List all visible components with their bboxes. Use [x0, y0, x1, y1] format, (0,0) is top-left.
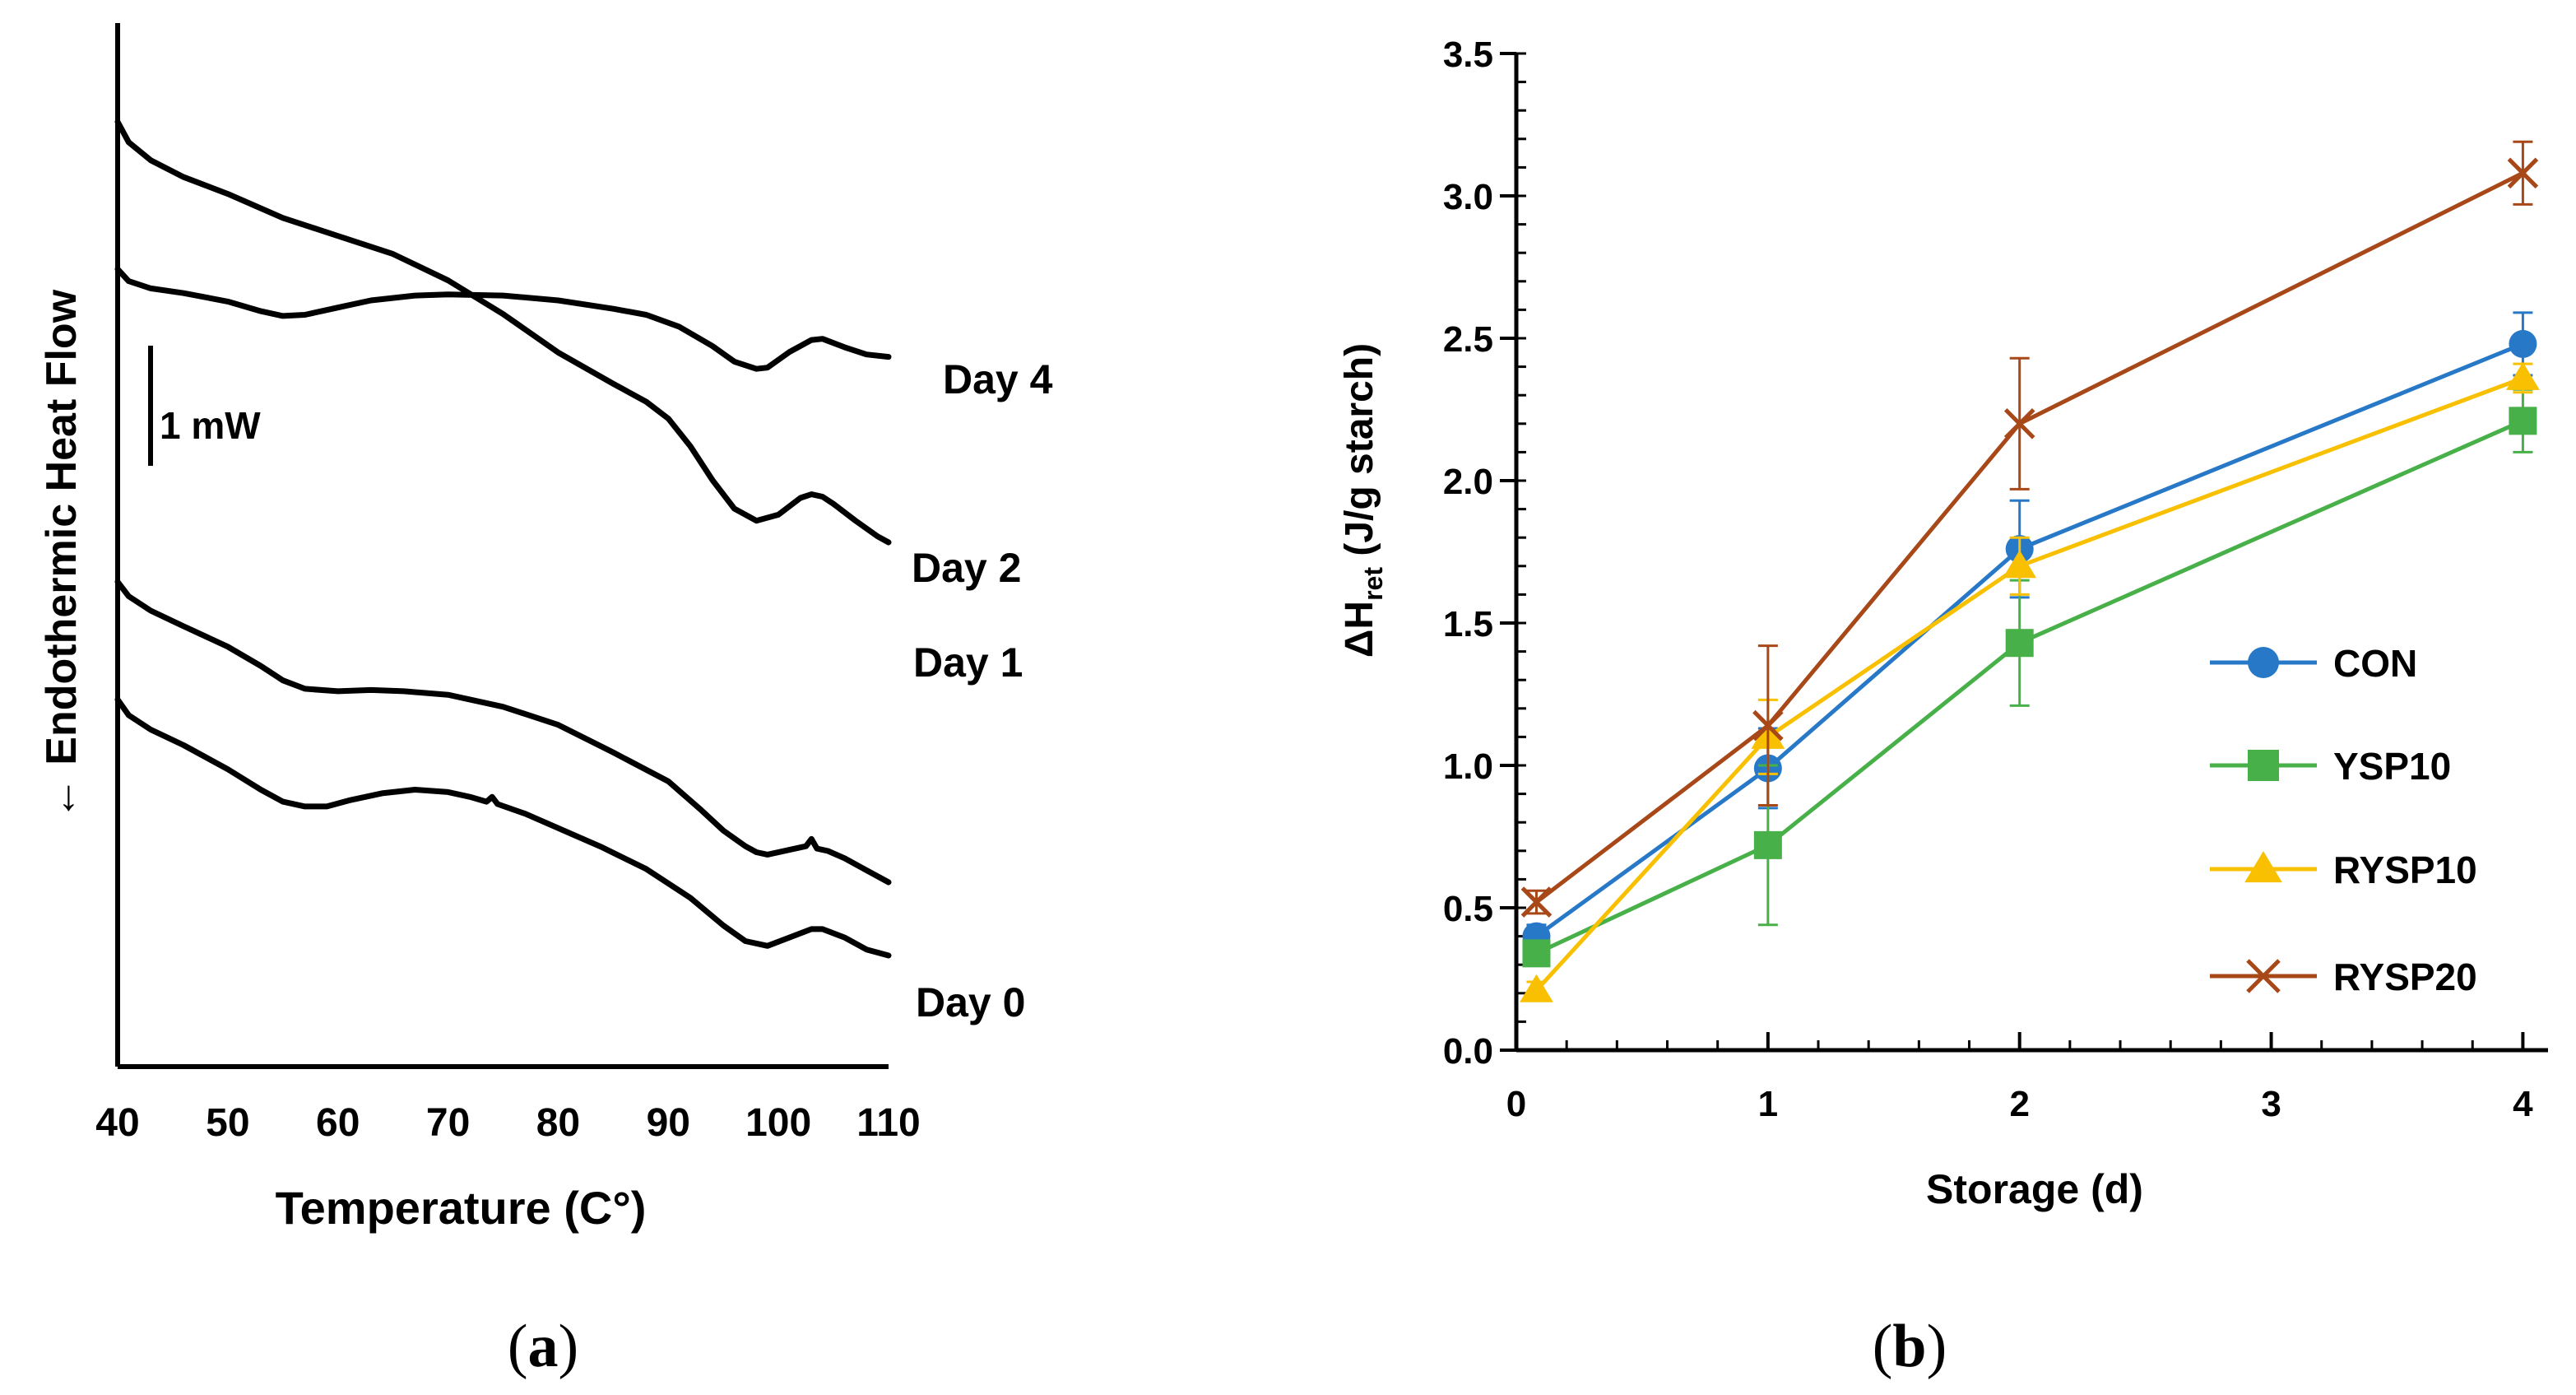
b-data-point-rysp20	[1520, 886, 1553, 918]
a-series-line	[114, 696, 892, 959]
b-legend-label: CON	[2333, 642, 2417, 685]
b-data-point-rysp10	[2003, 550, 2037, 579]
a-x-tick-label: 80	[536, 1101, 580, 1145]
b-y-tick-label: 3.0	[1443, 177, 1493, 217]
b-data-point-rysp20-stroke	[2507, 157, 2539, 189]
b-data-point-rysp20-stroke	[1752, 709, 1784, 742]
a-curve-labels: Day 4 Day 2 Day 1 Day 0	[912, 356, 1053, 1025]
b-legend: CON YSP10 RYSP10 RYSP20	[2210, 642, 2477, 998]
b-series-line-con	[1535, 342, 2524, 938]
a-scale-bar-label: 1 mW	[160, 404, 261, 447]
panel-caption-a: (a)	[508, 1313, 578, 1380]
b-data-point-ysp10	[1753, 830, 1782, 859]
b-x-tick-label: 0	[1506, 1084, 1526, 1124]
a-x-axis-label: Temperature (C°)	[276, 1182, 647, 1234]
b-data-point-rysp20	[2507, 157, 2539, 189]
b-series-line-ysp10	[1535, 419, 2524, 956]
b-legend-marker-stroke	[2246, 959, 2281, 993]
b-y-axis-label: ΔHret (J/g starch)	[1338, 343, 1388, 658]
a-x-tick-label: 90	[647, 1101, 690, 1145]
b-legend-label: RYSP10	[2333, 849, 2477, 891]
b-y-tick-label: 3.5	[1443, 35, 1493, 75]
b-series-group	[1520, 140, 2540, 1002]
b-data-point-rysp20-stroke	[1520, 886, 1553, 918]
b-x-tick-label: 4	[2513, 1084, 2533, 1124]
b-y-tick-label: 2.5	[1443, 319, 1493, 360]
b-x-tick-label: 3	[2261, 1084, 2281, 1124]
b-y-tick-label: 0.5	[1443, 889, 1493, 929]
a-x-tick-label: 40	[95, 1101, 139, 1145]
a-x-tick-label: 50	[206, 1101, 249, 1145]
b-data-point-ysp10	[1522, 939, 1551, 968]
b-data-point-con	[2509, 329, 2537, 358]
b-data-point-ysp10	[2005, 629, 2034, 658]
b-data-point-rysp10	[2506, 361, 2540, 390]
a-series-line	[114, 119, 892, 546]
a-curve-label: Day 0	[916, 979, 1025, 1025]
panel-caption-b-letter: b	[1892, 1313, 1926, 1380]
a-curve-label: Day 1	[913, 639, 1023, 686]
b-y-axis-label-sub: ret	[1358, 567, 1388, 601]
b-series-line-rysp10	[1534, 376, 2524, 992]
a-x-tick-label: 60	[316, 1101, 360, 1145]
a-curve-label: Day 4	[943, 356, 1053, 402]
b-series-line-rysp20	[1534, 171, 2524, 904]
b-legend-marker	[2248, 647, 2279, 678]
b-legend-label: YSP10	[2333, 745, 2451, 788]
b-y-ticks: 0.0 0.5 1.0 1.5 2.0 2.5 3.0 3.5	[1443, 35, 1526, 1072]
panel-caption-a-letter: a	[528, 1313, 559, 1380]
b-x-tick-label: 1	[1758, 1084, 1778, 1124]
b-legend-label: RYSP20	[2333, 956, 2477, 998]
b-y-tick-label: 1.0	[1443, 746, 1493, 787]
a-series-line	[114, 579, 892, 886]
b-x-ticks: 0 1 2 3 4	[1506, 1032, 2533, 1124]
a-x-tick-label: 100	[745, 1101, 811, 1145]
b-y-tick-label: 2.0	[1443, 462, 1493, 502]
b-y-axis-label-main: ΔH	[1338, 601, 1381, 658]
a-x-tick-label: 110	[856, 1101, 920, 1145]
a-x-tick-label: 70	[426, 1101, 470, 1145]
b-data-point-rysp20	[2003, 408, 2035, 439]
a-y-axis-label: ← Endothermic Heat Flow	[38, 289, 86, 820]
b-y-axis-label-rest: (J/g starch)	[1338, 343, 1381, 567]
b-y-tick-label: 1.5	[1443, 604, 1493, 644]
a-x-ticks: 40 50 60 70 80 90 100 110	[95, 1101, 920, 1145]
b-data-point-rysp20-stroke	[2003, 408, 2035, 439]
b-data-point-rysp20	[1752, 709, 1784, 742]
panel-caption-b: (b)	[1873, 1313, 1947, 1380]
a-curve-label: Day 2	[912, 545, 1021, 591]
a-series-line	[114, 266, 892, 372]
b-legend-marker	[2244, 851, 2282, 883]
b-legend-marker	[2246, 959, 2281, 993]
b-y-tick-label: 0.0	[1443, 1031, 1493, 1072]
b-data-point-rysp10	[1520, 974, 1553, 1002]
b-x-axis-label: Storage (d)	[1926, 1166, 2143, 1212]
b-data-point-ysp10	[2509, 407, 2537, 435]
a-series-group	[114, 119, 892, 959]
b-legend-marker	[2248, 750, 2279, 781]
chart-b: 0.0 0.5 1.0 1.5 2.0 2.5 3.0 3.5 0 1 2 3 4 CON YSP10 R…	[1338, 35, 2548, 1212]
b-x-tick-label: 2	[2009, 1084, 2029, 1124]
